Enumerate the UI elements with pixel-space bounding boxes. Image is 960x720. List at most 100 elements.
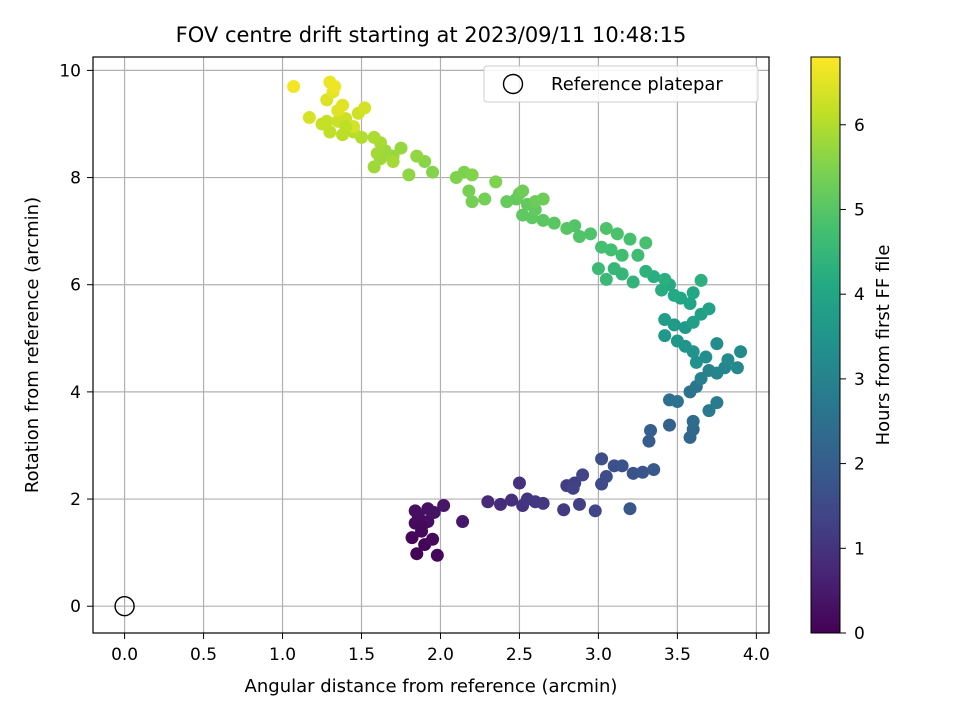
data-point bbox=[405, 531, 419, 545]
data-point bbox=[702, 302, 716, 316]
data-point bbox=[631, 248, 645, 262]
colorbar-tick-label: 1 bbox=[854, 539, 865, 559]
colorbar-gradient bbox=[810, 56, 841, 634]
data-point bbox=[367, 160, 381, 174]
data-point bbox=[689, 355, 703, 369]
y-tick-label: 6 bbox=[70, 276, 81, 296]
data-point bbox=[493, 497, 507, 511]
data-point bbox=[670, 334, 684, 348]
data-point bbox=[734, 345, 748, 359]
data-point bbox=[686, 414, 700, 428]
data-point bbox=[599, 470, 613, 484]
x-tick-label: 1.5 bbox=[348, 645, 375, 665]
data-point bbox=[647, 463, 661, 477]
data-point bbox=[465, 195, 479, 209]
data-point bbox=[430, 548, 444, 562]
data-point bbox=[415, 520, 429, 534]
data-point bbox=[721, 353, 735, 367]
data-point bbox=[584, 227, 598, 241]
data-point bbox=[595, 240, 609, 254]
data-point bbox=[667, 318, 681, 332]
data-point bbox=[623, 502, 637, 516]
data-point bbox=[465, 168, 479, 182]
data-point bbox=[408, 504, 422, 518]
data-point bbox=[710, 396, 724, 410]
data-point bbox=[536, 192, 550, 206]
x-tick-label: 3.0 bbox=[585, 645, 612, 665]
data-point bbox=[599, 272, 613, 286]
data-point bbox=[667, 288, 681, 302]
data-point bbox=[626, 275, 640, 289]
colorbar-label: Hours from first FF file bbox=[873, 245, 894, 446]
data-point bbox=[576, 468, 590, 482]
y-tick-label: 0 bbox=[70, 597, 81, 617]
data-point bbox=[386, 154, 400, 168]
data-point bbox=[358, 101, 372, 115]
data-point bbox=[489, 175, 503, 189]
data-point bbox=[560, 221, 574, 235]
y-tick-label: 4 bbox=[70, 383, 81, 403]
data-point bbox=[623, 232, 637, 246]
y-axis-ticks: 0 2 4 6 8 10 bbox=[59, 61, 93, 617]
data-point bbox=[702, 404, 716, 418]
data-point bbox=[588, 504, 602, 518]
x-axis-label: Angular distance from reference (arcmin) bbox=[245, 676, 618, 697]
grid-lines bbox=[93, 57, 769, 633]
data-point bbox=[710, 337, 724, 351]
data-point bbox=[686, 286, 700, 300]
data-point bbox=[615, 248, 629, 262]
reference-marker bbox=[114, 596, 135, 617]
data-point bbox=[336, 98, 350, 112]
y-axis-label: Rotation from reference (arcmin) bbox=[22, 197, 43, 493]
data-point bbox=[658, 313, 672, 327]
data-point bbox=[547, 216, 561, 230]
legend-marker-reference bbox=[502, 73, 524, 95]
data-point bbox=[557, 503, 571, 517]
data-point bbox=[500, 195, 514, 209]
colorbar-tick-label: 3 bbox=[854, 370, 865, 390]
data-point bbox=[516, 208, 530, 222]
data-point bbox=[302, 111, 316, 125]
data-point bbox=[607, 262, 621, 276]
x-tick-label: 3.5 bbox=[664, 645, 691, 665]
y-tick-label: 10 bbox=[59, 61, 81, 81]
data-point bbox=[427, 505, 441, 519]
colorbar-tick-label: 0 bbox=[854, 624, 865, 644]
y-tick-label: 8 bbox=[70, 169, 81, 189]
data-point bbox=[402, 168, 416, 182]
data-point bbox=[339, 120, 353, 134]
data-point bbox=[626, 466, 640, 480]
scatter-points bbox=[287, 75, 748, 562]
colorbar: 0 1 2 3 4 5 6 Hours from first FF file bbox=[810, 56, 894, 644]
data-point bbox=[512, 476, 526, 490]
data-point bbox=[572, 229, 586, 243]
data-point bbox=[595, 452, 609, 466]
data-point bbox=[730, 361, 744, 375]
x-tick-label: 0.0 bbox=[111, 645, 138, 665]
data-point bbox=[426, 532, 440, 546]
legend-label-reference: Reference platepar bbox=[551, 74, 723, 95]
data-point bbox=[642, 434, 656, 448]
data-point bbox=[394, 141, 408, 155]
colorbar-tick-label: 6 bbox=[854, 116, 865, 136]
data-point bbox=[662, 418, 676, 432]
data-point bbox=[639, 264, 653, 278]
data-point bbox=[516, 184, 530, 198]
data-point bbox=[615, 459, 629, 473]
data-point bbox=[599, 221, 613, 235]
data-point bbox=[449, 171, 463, 185]
plot-frame bbox=[92, 56, 770, 634]
data-point bbox=[328, 79, 342, 93]
data-point bbox=[505, 493, 519, 507]
data-point bbox=[478, 192, 492, 206]
data-point bbox=[462, 184, 476, 198]
data-point bbox=[536, 213, 550, 227]
data-point bbox=[694, 273, 708, 287]
data-point bbox=[670, 395, 684, 409]
x-tick-label: 2.5 bbox=[506, 645, 533, 665]
legend: Reference platepar bbox=[483, 65, 759, 103]
data-point bbox=[683, 296, 697, 310]
x-tick-label: 2.0 bbox=[427, 645, 454, 665]
colorbar-ticks: 0 1 2 3 4 5 6 bbox=[840, 116, 865, 644]
